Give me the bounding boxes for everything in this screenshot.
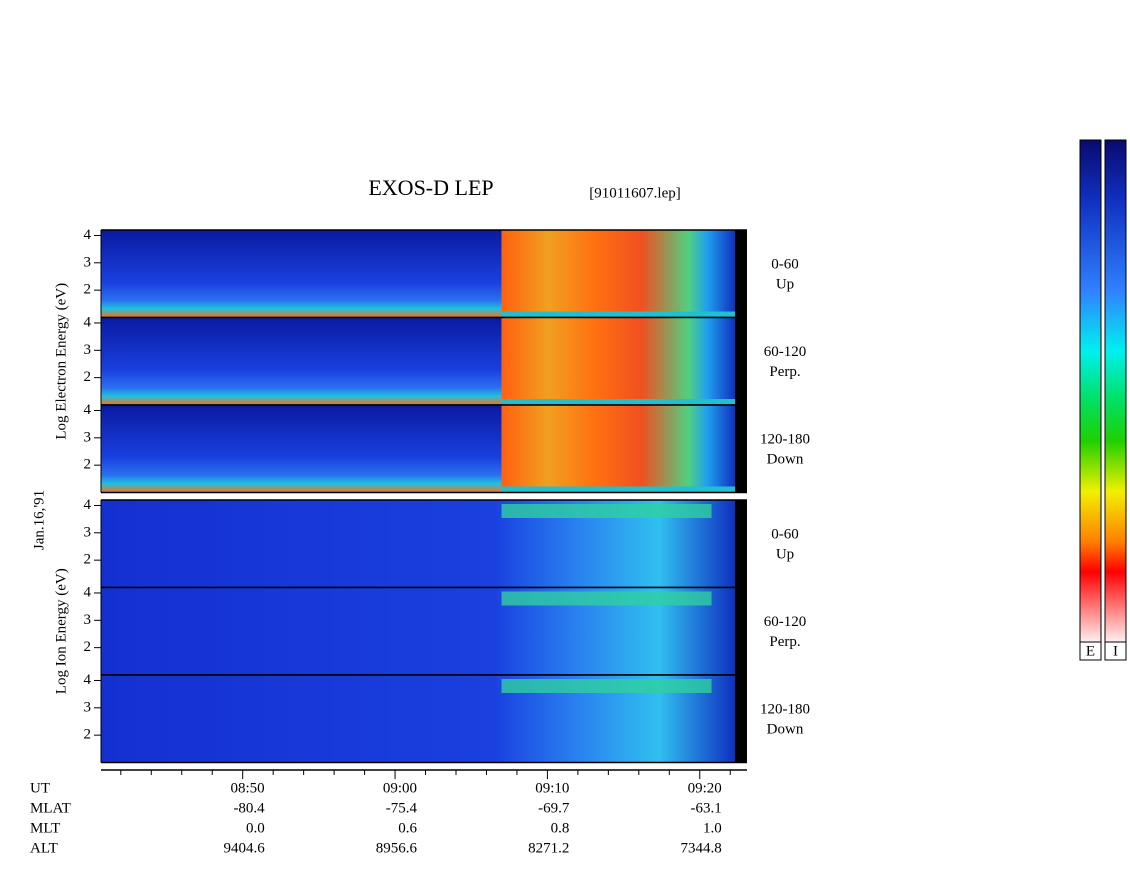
data-gap [735,500,747,588]
y-tick-label: 2 [84,552,92,568]
spectrogram-low [501,486,735,493]
panel-angle: 0-60 [771,256,799,272]
row-name: UT [30,780,50,796]
y-axis-label: Log Ion Energy (eV) [53,568,69,694]
spectrogram-band [501,591,712,606]
row-value: 0.0 [246,820,265,836]
chart-title: EXOS-D LEP [368,175,493,200]
spectrogram-low [501,311,735,318]
x-tick-label: 09:20 [688,780,722,796]
spectrogram-burst [501,230,735,318]
panel-angle: 120-180 [760,431,810,447]
data-gap [735,587,747,675]
spectrogram-burst [501,405,735,493]
row-value: 8956.6 [376,840,418,856]
y-tick-label: 2 [84,639,92,655]
row-value: -75.4 [386,800,418,816]
row-value: 1.0 [703,820,722,836]
x-tick-label: 09:00 [383,780,417,796]
colorbar-label: E [1086,643,1095,659]
row-value: -69.7 [538,800,570,816]
y-axis-label: Log Electron Energy (eV) [53,283,69,440]
panel-angle: 0-60 [771,526,799,542]
row-value: 9404.6 [223,840,265,856]
spectrogram-background [101,317,502,405]
row-name: MLAT [30,800,71,816]
x-tick-label: 09:10 [535,780,569,796]
spectrogram-band [501,504,712,518]
panel-direction: Down [767,721,804,737]
row-value: -63.1 [691,800,722,816]
y-tick-label: 3 [84,254,92,270]
y-tick-label: 2 [84,282,92,298]
panel-angle: 60-120 [764,614,807,630]
row-value: -80.4 [233,800,265,816]
panel-direction: Up [776,546,794,562]
panel-direction: Perp. [769,364,800,380]
panel-direction: Perp. [769,634,800,650]
spectrogram-band [501,679,712,693]
panel-direction: Down [767,451,804,467]
data-gap [735,317,747,405]
data-gap [735,405,747,493]
y-tick-label: 4 [84,672,92,688]
y-tick-label: 3 [84,429,92,445]
data-gap [735,230,747,318]
colorbar-label-box [1079,641,1102,661]
y-tick-label: 3 [84,342,92,358]
y-tick-label: 4 [84,314,92,330]
y-tick-label: 3 [84,524,92,540]
spectrogram-background [101,405,502,493]
row-value: 0.8 [551,820,570,836]
row-value: 8271.2 [528,840,569,856]
colorbar-label-box [1104,641,1127,661]
y-tick-label: 3 [84,612,92,628]
row-name: ALT [30,840,58,856]
row-value: 0.6 [398,820,417,836]
colorbar-label: I [1113,643,1118,659]
data-gap [735,675,747,763]
y-tick-label: 2 [84,457,92,473]
row-value: 7344.8 [681,840,722,856]
y-tick-label: 2 [84,727,92,743]
file-name: [91011607.lep] [589,185,681,201]
panel-angle: 120-180 [760,701,810,717]
y-tick-label: 3 [84,699,92,715]
colorbar [1104,139,1127,643]
y-tick-label: 2 [84,369,92,385]
spectrogram-background [101,230,502,318]
y-tick-label: 4 [84,402,92,418]
date-label: Jan.16,'91 [31,490,47,550]
y-tick-label: 4 [84,584,92,600]
y-tick-label: 4 [84,497,92,513]
x-tick-label: 08:50 [231,780,265,796]
spectrogram-low [501,399,735,405]
panel-direction: Up [776,276,794,292]
row-name: MLT [30,820,60,836]
colorbar [1079,139,1102,643]
spectrogram-burst [501,317,735,405]
y-tick-label: 4 [84,227,92,243]
panel-angle: 60-120 [764,344,807,360]
